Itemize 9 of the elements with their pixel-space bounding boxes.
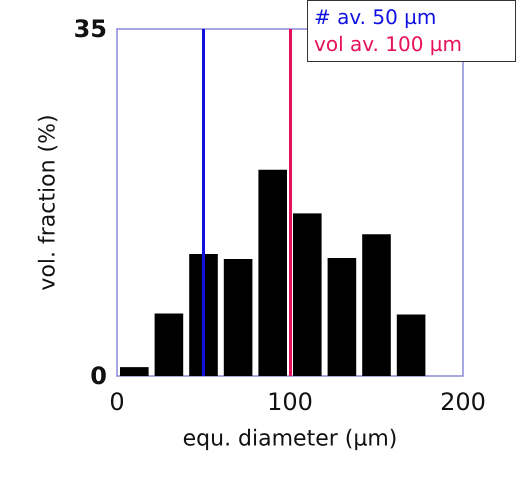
x-axis-title: equ. diameter (µm) [182, 426, 398, 452]
ref-line-label: vol av. 100 µm [314, 31, 463, 58]
x-tick-label: 0 [109, 388, 125, 416]
y-axis-title: vol. fraction (%) [36, 114, 60, 291]
y-tick-label: 35 [74, 15, 107, 43]
ref-line-label: # av. 50 µm [314, 4, 438, 31]
x-tick-label: 100 [267, 388, 313, 416]
label-box: # av. 50 µm vol av. 100 µm [307, 0, 516, 62]
x-tick-label: 200 [440, 388, 486, 416]
